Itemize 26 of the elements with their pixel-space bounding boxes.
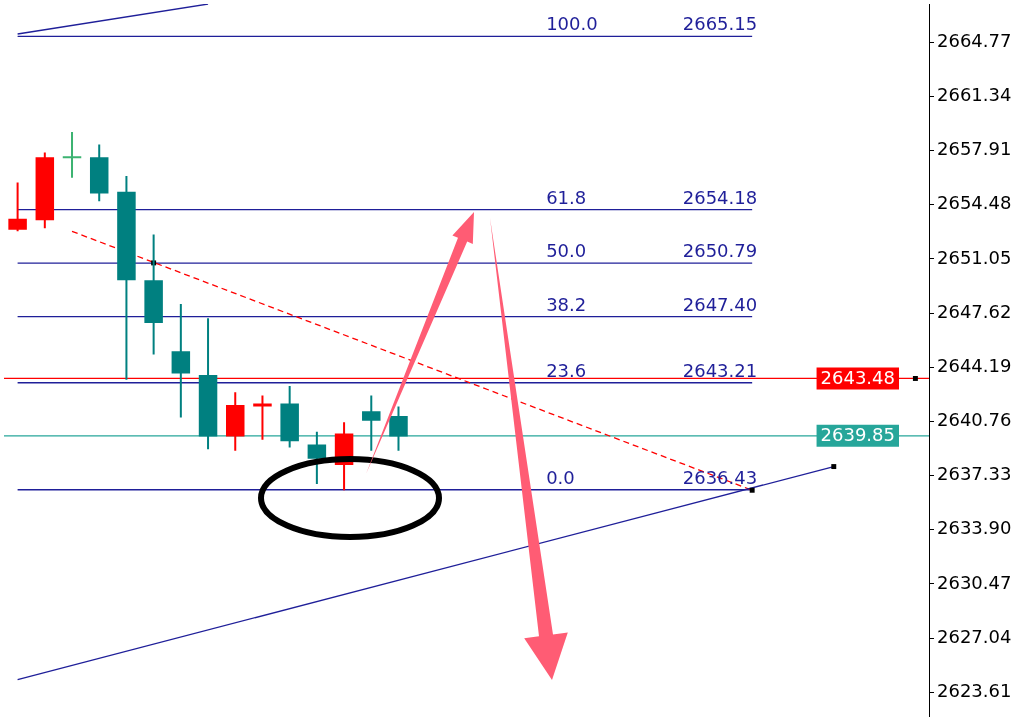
y-tick-label: 2654.48 bbox=[937, 192, 1012, 214]
y-tick-label: 2623.61 bbox=[937, 679, 1012, 701]
y-tick-label: 2657.91 bbox=[937, 138, 1012, 160]
series-label: 0.0 bbox=[546, 466, 575, 488]
y-tick-label: 2630.47 bbox=[937, 571, 1012, 593]
data-label: 2665.15 bbox=[682, 13, 758, 35]
y-tick-label: 2637.33 bbox=[937, 463, 1012, 485]
ref-line-label: 2639.85 bbox=[820, 424, 895, 446]
series-label: 61.8 bbox=[546, 186, 587, 208]
ref-line-label: 2643.48 bbox=[820, 367, 895, 389]
series-label: 23.6 bbox=[546, 359, 587, 381]
y-tick-label: 2651.05 bbox=[937, 246, 1012, 268]
series-label: 38.2 bbox=[546, 293, 587, 315]
y-tick-label: 2661.34 bbox=[937, 84, 1012, 106]
y-tick-label: 2633.90 bbox=[937, 517, 1012, 539]
y-tick-label: 2644.19 bbox=[937, 354, 1012, 376]
data-label: 2643.21 bbox=[682, 359, 758, 381]
data-label: 2654.18 bbox=[682, 186, 758, 208]
data-label: 2647.40 bbox=[682, 293, 758, 315]
series-label: 100.0 bbox=[546, 13, 598, 35]
y-tick-label: 2627.04 bbox=[937, 625, 1012, 647]
y-tick-label: 2647.62 bbox=[937, 300, 1012, 322]
series-label: 50.0 bbox=[546, 240, 587, 262]
y-tick-label: 2640.76 bbox=[937, 409, 1012, 431]
y-tick-label: 2664.77 bbox=[937, 30, 1012, 52]
data-label: 2650.79 bbox=[682, 240, 758, 262]
